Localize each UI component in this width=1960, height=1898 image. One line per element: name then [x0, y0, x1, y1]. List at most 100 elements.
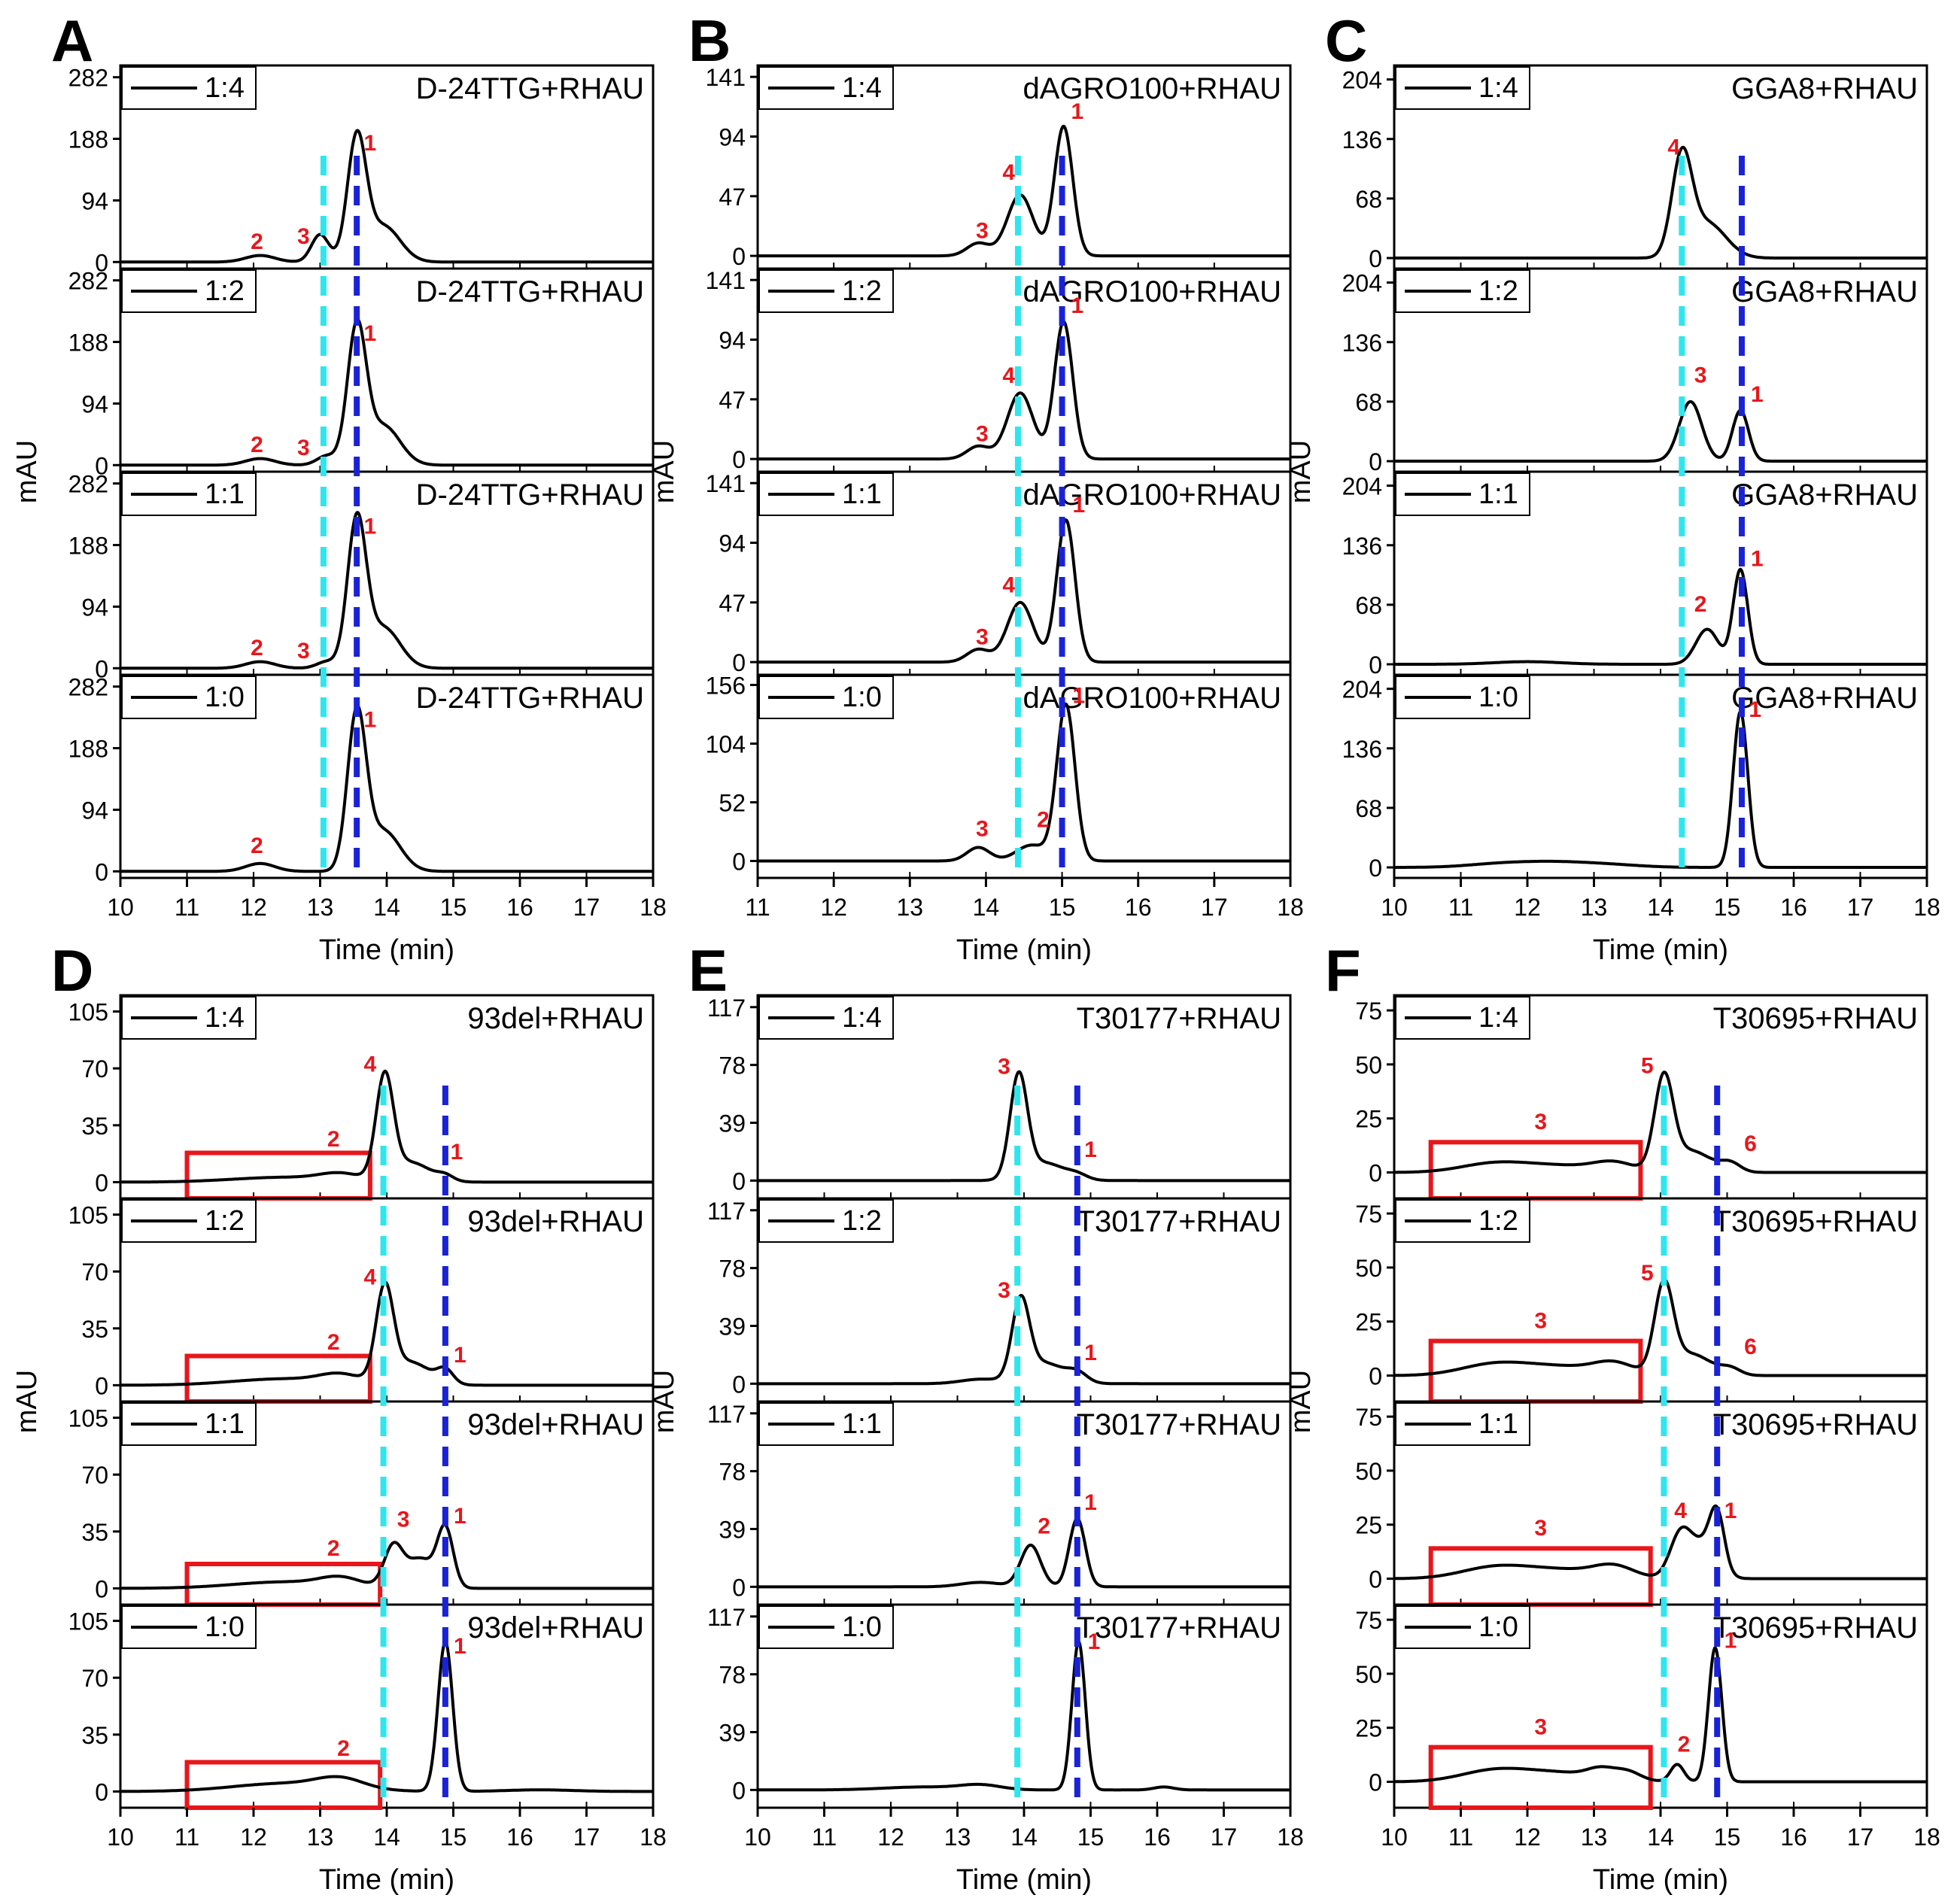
- x-tick-label: 10: [107, 1824, 134, 1851]
- subplot-1-4: 0 68 136 204 1:4 GGA8+RHAU 4: [1342, 64, 1928, 272]
- x-tick-label: 12: [1514, 894, 1541, 921]
- y-tick-label: 35: [81, 1316, 108, 1343]
- legend-ratio: 1:0: [842, 682, 882, 713]
- y-tick-label: 204: [1342, 270, 1382, 297]
- subplot-1-2: 0 39 78 117 1:2 T30177+RHAU 3 1: [707, 1197, 1292, 1403]
- peak-label: 3: [1534, 1516, 1547, 1541]
- legend-ratio: 1:4: [205, 72, 245, 104]
- subplot-title: D-24TTG+RHAU: [416, 478, 644, 512]
- peak-label: 5: [1641, 1261, 1654, 1286]
- chromatogram-trace: [120, 704, 654, 873]
- y-axis-label: mAU: [11, 1370, 43, 1433]
- y-tick-label: 105: [68, 999, 108, 1026]
- y-tick-label: 47: [719, 184, 746, 211]
- x-tick-label: 18: [640, 894, 667, 921]
- y-tick-label: 47: [719, 387, 746, 414]
- subplot-title: dAGRO100+RHAU: [1023, 72, 1281, 105]
- x-tick-label: 12: [240, 1824, 267, 1851]
- highlight-box: [1428, 1745, 1653, 1810]
- y-tick-label: 39: [719, 1313, 746, 1340]
- y-tick-label: 0: [95, 858, 108, 885]
- peak-label: 1: [1072, 684, 1085, 709]
- x-tick-label: 11: [745, 894, 770, 921]
- peak-label: 4: [1002, 572, 1015, 597]
- peak-label: 1: [451, 1140, 463, 1165]
- x-tick-label: 16: [1125, 894, 1152, 921]
- x-tick-label: 16: [1780, 1824, 1807, 1851]
- chromatogram-trace: [1393, 1070, 1928, 1174]
- chromatogram-trace: [757, 702, 1291, 863]
- peak-label: 3: [998, 1278, 1010, 1303]
- subplot-1-4: 0 35 70 105 1:4 93del+RHAU 4 2 1: [68, 994, 655, 1201]
- subplot-1-2: 0 35 70 105 1:2 93del+RHAU 4 2 1: [68, 1197, 655, 1405]
- legend-ratio: 1:2: [842, 275, 882, 307]
- y-tick-label: 282: [68, 268, 108, 295]
- x-tick-label: 16: [506, 894, 533, 921]
- subplot-1-0: 0 94 188 282 1:0 D-24TTG+RHAU 2 1: [68, 673, 655, 885]
- legend-ratio: 1:1: [205, 1408, 245, 1440]
- subplot-1-0: 0 25 50 75 1:0 T30695+RHAU 3 2 1: [1355, 1603, 1928, 1810]
- subplot-title: T30177+RHAU: [1077, 1205, 1281, 1238]
- y-tick-label: 0: [732, 1371, 746, 1398]
- subplot-1-2: 0 47 94 141 1:2 dAGRO100+RHAU 3 4 1: [706, 267, 1292, 473]
- x-tick-label: 15: [1714, 1824, 1741, 1851]
- highlight-box: [184, 1150, 372, 1201]
- legend-ratio: 1:4: [842, 1002, 882, 1034]
- chromatogram-trace: [1393, 1646, 1928, 1784]
- highlight-box: [1428, 1338, 1643, 1404]
- peak-label: 3: [976, 625, 989, 650]
- peak-label: 4: [1674, 1499, 1687, 1523]
- y-tick-label: 75: [1355, 998, 1382, 1025]
- legend-ratio: 1:1: [842, 478, 882, 510]
- x-tick-label: 11: [1448, 1824, 1473, 1851]
- peak-label: 3: [976, 219, 989, 244]
- x-tick-label: 14: [1010, 1824, 1038, 1851]
- subplot-1-2: 0 25 50 75 1:2 T30695+RHAU 5 3 6: [1355, 1197, 1928, 1404]
- y-tick-label: 94: [719, 124, 746, 151]
- y-tick-label: 105: [68, 1405, 108, 1432]
- y-tick-label: 50: [1355, 1255, 1382, 1282]
- peak-label: 2: [1678, 1732, 1691, 1757]
- peak-label: 1: [364, 131, 377, 156]
- y-tick-label: 94: [719, 530, 746, 557]
- x-tick-label: 17: [1201, 894, 1228, 921]
- x-tick-label: 10: [107, 894, 134, 921]
- y-tick-label: 0: [95, 1372, 108, 1399]
- x-tick-label: 14: [1647, 894, 1674, 921]
- x-tick-label: 17: [1211, 1824, 1238, 1851]
- x-tick-label: 13: [307, 1824, 334, 1851]
- chromatogram-trace: [1393, 709, 1928, 869]
- peak-label: 2: [337, 1736, 350, 1761]
- y-tick-label: 39: [719, 1516, 746, 1543]
- y-tick-label: 0: [1369, 245, 1382, 272]
- peak-label: 1: [364, 708, 377, 733]
- x-tick-label: 18: [1913, 1824, 1940, 1851]
- y-tick-label: 78: [719, 1459, 746, 1486]
- peak-label: 1: [1749, 697, 1761, 722]
- peak-label: 4: [1667, 135, 1680, 160]
- y-tick-label: 0: [95, 655, 108, 682]
- x-tick-label: 17: [1847, 894, 1874, 921]
- subplot-1-1: 0 25 50 75 1:1 T30695+RHAU 4 3 1: [1355, 1400, 1928, 1607]
- x-tick-label: 10: [1381, 1824, 1408, 1851]
- y-tick-label: 204: [1342, 67, 1382, 94]
- y-tick-label: 282: [68, 674, 108, 701]
- x-tick-label: 17: [1847, 1824, 1874, 1851]
- y-tick-label: 39: [719, 1719, 746, 1746]
- subplot-1-1: 0 39 78 117 1:1 T30177+RHAU 2 1: [707, 1400, 1292, 1606]
- chromatogram-trace: [120, 511, 654, 670]
- y-tick-label: 105: [68, 1202, 108, 1229]
- y-axis-label: mAU: [649, 1370, 680, 1433]
- y-tick-label: 136: [1342, 329, 1382, 357]
- chromatogram-trace: [120, 1069, 654, 1184]
- subplot-1-1: 0 47 94 141 1:1 dAGRO100+RHAU 3 4 1: [706, 470, 1292, 676]
- peak-label: 6: [1744, 1131, 1757, 1156]
- highlight-box: [1428, 1140, 1643, 1201]
- y-tick-label: 0: [95, 249, 108, 276]
- subplot-1-2: 0 94 188 282 1:2 D-24TTG+RHAU 2 3 1: [68, 267, 655, 479]
- peak-label: 1: [454, 1634, 466, 1659]
